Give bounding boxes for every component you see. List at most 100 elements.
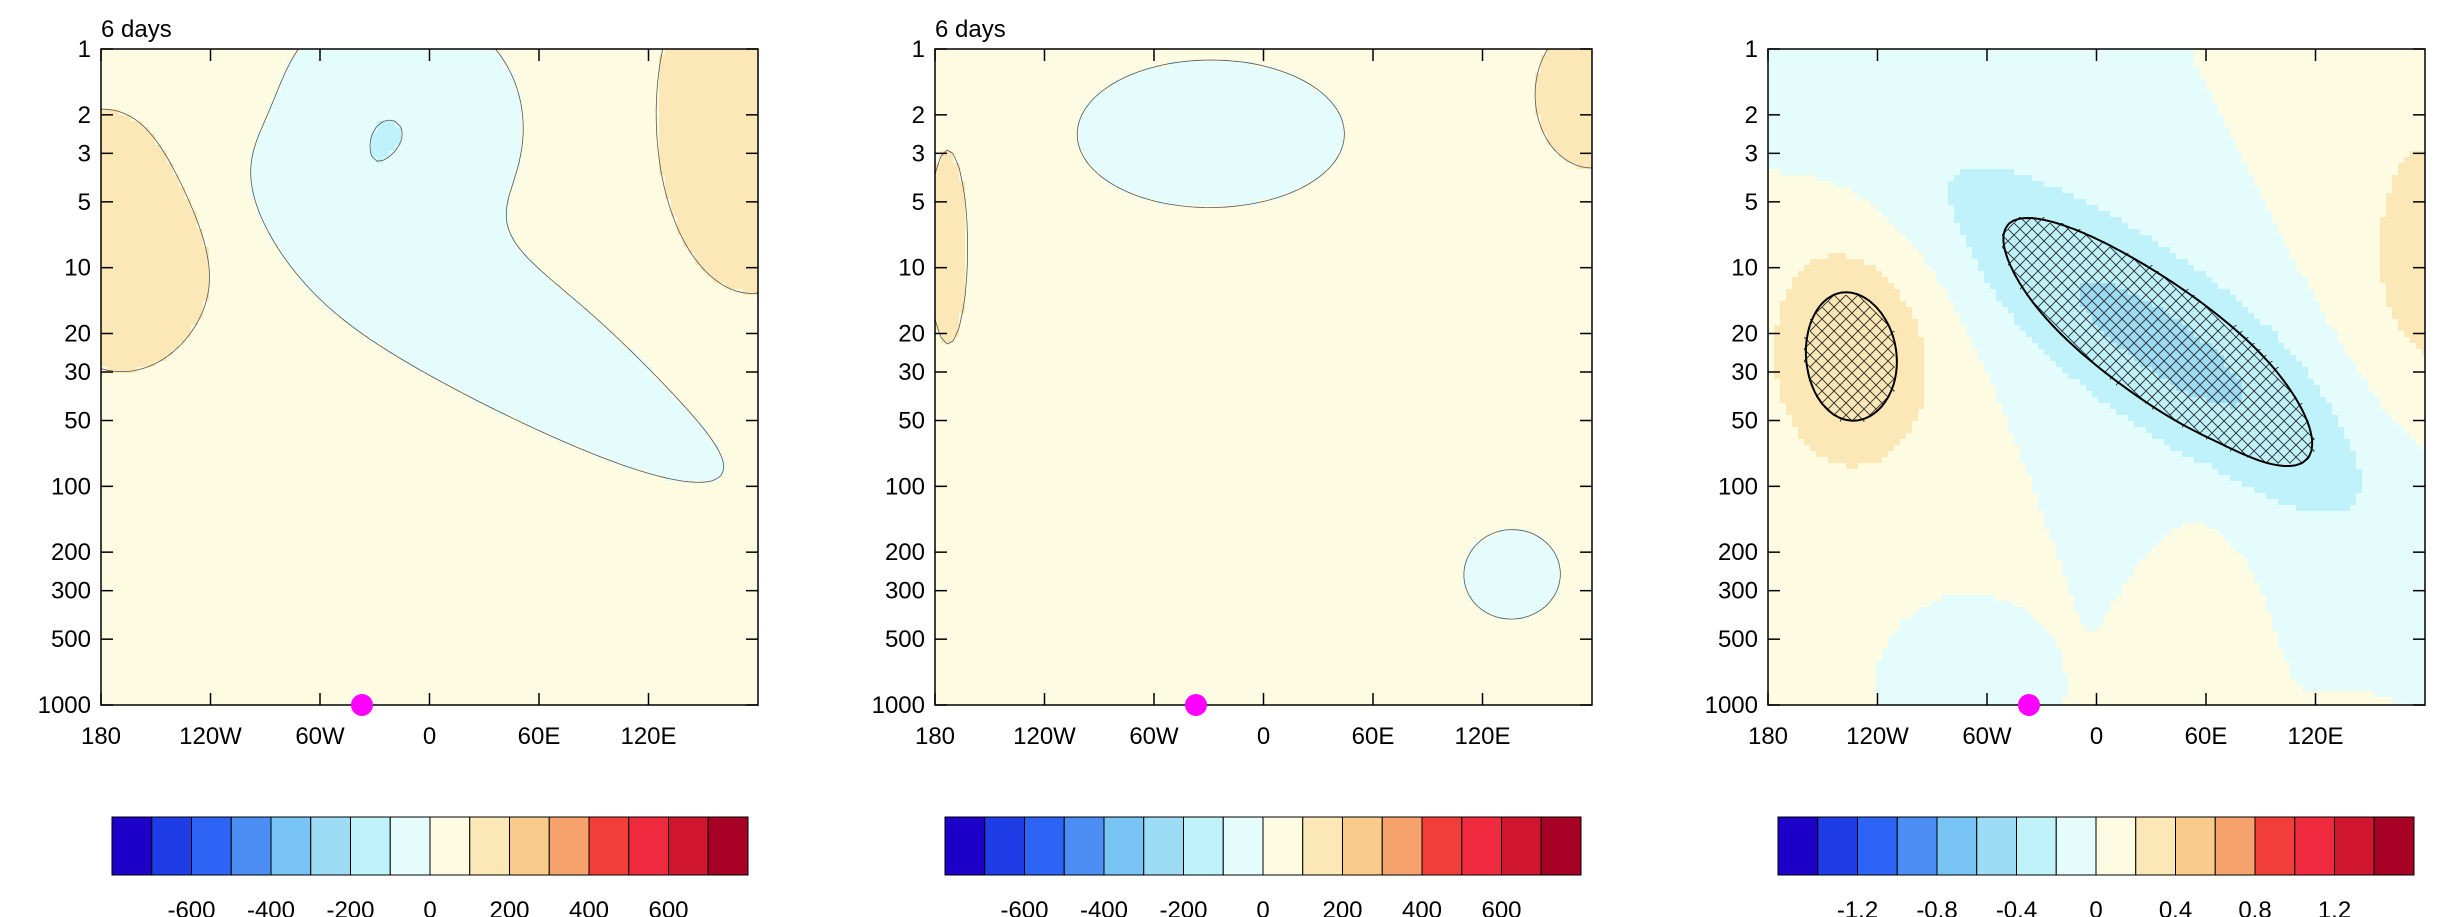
panel-1-y-tick-label: 300 <box>51 578 91 605</box>
panel-3-y-tick-label: 50 <box>1731 408 1758 435</box>
colorbar-3: -1.2 -0.8 -0.4 0 0.4 0.8 1.2 <box>1777 816 2415 917</box>
colorbar-2-swatch <box>1222 816 1264 876</box>
panel-1-shading <box>101 49 758 705</box>
panel-2-location-marker <box>1184 694 1207 716</box>
panel-1-y-tick-label: 2 <box>78 102 91 129</box>
panel-2-y-tick-label: 200 <box>885 539 925 566</box>
panel-2-y-tick-label: 1000 <box>872 692 925 719</box>
panel-3-location-marker <box>2017 694 2040 716</box>
colorbar-1-label: 400 <box>569 897 609 917</box>
colorbar-2-swatch <box>1024 816 1065 876</box>
panel-2-y-tick-label: 5 <box>912 189 925 216</box>
colorbar-3-label: 1.2 <box>2318 897 2351 917</box>
panel-3-y-tick-label: 200 <box>1718 539 1758 566</box>
panel-1-x-tick-label: 60W <box>295 723 345 750</box>
panel-2-y-tick-label: 3 <box>912 140 925 167</box>
panel-3-x-tick-label: 0 <box>2090 723 2103 750</box>
panel-2-plot <box>935 49 1592 705</box>
colorbar-3-swatch <box>2254 816 2296 876</box>
panel-3-y-tick-label: 500 <box>1718 626 1758 653</box>
panel-3-y-tick-label: 30 <box>1731 359 1758 386</box>
panel-1-y-tick-label: 30 <box>64 359 91 386</box>
panel-1-y-tick-label: 1 <box>78 36 91 63</box>
colorbar-1-label: -600 <box>167 897 215 917</box>
colorbar-3-label: -0.8 <box>1916 897 1957 917</box>
panel-2-y-tick-label: 10 <box>898 255 925 282</box>
colorbar-3-swatch <box>2016 816 2057 876</box>
colorbar-2-swatch <box>1461 816 1502 876</box>
panel-3-y-tick-label: 2 <box>1745 102 1758 129</box>
colorbar-2-label: -600 <box>1000 897 1048 917</box>
panel-3-y-axis: 1 2 3 5 10 20 30 50 100 200 300 500 1000 <box>1705 36 2425 719</box>
colorbar-3-swatch <box>2135 816 2176 876</box>
panel-3: 1 2 3 5 10 20 30 50 100 200 300 500 1000 180 120W 60W 0… <box>1705 36 2426 750</box>
colorbar-1-swatch <box>668 816 709 876</box>
panel-2-y-tick-label: 300 <box>885 578 925 605</box>
colorbar-3-label: -0.4 <box>1996 897 2037 917</box>
colorbar-3-label: 0 <box>2089 897 2102 917</box>
colorbar-2-swatch <box>1063 816 1105 876</box>
colorbar-3-swatch <box>2373 816 2415 876</box>
colorbar-3-swatch <box>2334 816 2375 876</box>
panel-3-x-axis: 180 120W 60W 0 60E 120E <box>1748 49 2344 750</box>
panel-2-x-tick-label: 60E <box>1352 723 1395 750</box>
colorbar-2-swatch <box>1501 816 1542 876</box>
colorbar-1-label: 0 <box>423 897 436 917</box>
panel-3-x-tick-label: 60W <box>1962 723 2012 750</box>
colorbar-3-swatch <box>1896 816 1938 876</box>
colorbar-2-label: -400 <box>1080 897 1128 917</box>
colorbar-2-label: 0 <box>1256 897 1269 917</box>
colorbar-1-swatch <box>628 816 669 876</box>
colorbar-1-swatch <box>270 816 312 876</box>
panel-3-x-tick-label: 120W <box>1846 723 1909 750</box>
panel-1-y-tick-label: 100 <box>51 473 91 500</box>
panel-3-marker-layer <box>2017 694 2040 716</box>
colorbar-3-label: 0.8 <box>2238 897 2271 917</box>
colorbar-3-label: 0.4 <box>2159 897 2192 917</box>
colorbar-1: -600 -400 -200 0 200 400 600 <box>111 816 749 917</box>
panel-1-x-tick-label: 0 <box>423 723 436 750</box>
panel-3-x-tick-label: 60E <box>2185 723 2228 750</box>
panel-1-contours <box>101 49 758 483</box>
panel-2-x-tick-label: 0 <box>1257 723 1270 750</box>
panel-1-x-tick-label: 60E <box>518 723 561 750</box>
colorbar-2-swatch <box>1103 816 1145 876</box>
panel-1-y-tick-label: 5 <box>78 189 91 216</box>
panel-1-y-tick-label: 200 <box>51 539 91 566</box>
panel-2-y-axis: 1 2 3 5 10 20 30 50 100 200 300 500 1000 <box>872 36 1592 719</box>
panel-1-y-tick-label: 50 <box>64 408 91 435</box>
panel-1-title: 6 days <box>101 16 172 43</box>
panel-2-y-tick-label: 500 <box>885 626 925 653</box>
panel-3-y-tick-label: 300 <box>1718 578 1758 605</box>
colorbar-1-label: -400 <box>247 897 295 917</box>
panel-2-x-tick-label: 120W <box>1013 723 1076 750</box>
panel-2-y-tick-label: 50 <box>898 408 925 435</box>
panel-3-y-tick-label: 20 <box>1731 320 1758 347</box>
colorbar-3-swatch <box>2055 816 2097 876</box>
panel-1-y-tick-label: 20 <box>64 320 91 347</box>
panel-3-shading <box>1768 49 2425 705</box>
panel-3-y-tick-label: 5 <box>1745 189 1758 216</box>
colorbar-3-swatch <box>1857 816 1898 876</box>
colorbar-3-swatch <box>2294 816 2335 876</box>
colorbar-1-swatch <box>548 816 590 876</box>
panel-1-plot <box>101 49 758 705</box>
panel-1-marker-layer <box>350 694 373 716</box>
panel-2-y-tick-label: 20 <box>898 320 925 347</box>
colorbar-2-label: 400 <box>1402 897 1442 917</box>
panel-1-x-tick-label: 120W <box>179 723 242 750</box>
colorbar-3-label: -1.2 <box>1837 897 1878 917</box>
colorbar-3-swatch <box>1817 816 1858 876</box>
colorbar-1-swatch <box>389 816 431 876</box>
colorbar-3-swatch <box>1777 816 1819 876</box>
panel-3-plot <box>1768 49 2425 705</box>
colorbar-1-swatch <box>469 816 510 876</box>
panel-3-hatching <box>1804 217 2315 467</box>
panel-1-y-axis: 1 2 3 5 10 20 30 50 100 200 300 500 1000 <box>38 36 758 719</box>
colorbar-1-swatch <box>429 816 471 876</box>
panel-1-x-axis: 180 120W 60W 0 60E 120E <box>81 49 677 750</box>
panel-1-y-tick-label: 10 <box>64 255 91 282</box>
panel-2-contours <box>935 49 1592 620</box>
